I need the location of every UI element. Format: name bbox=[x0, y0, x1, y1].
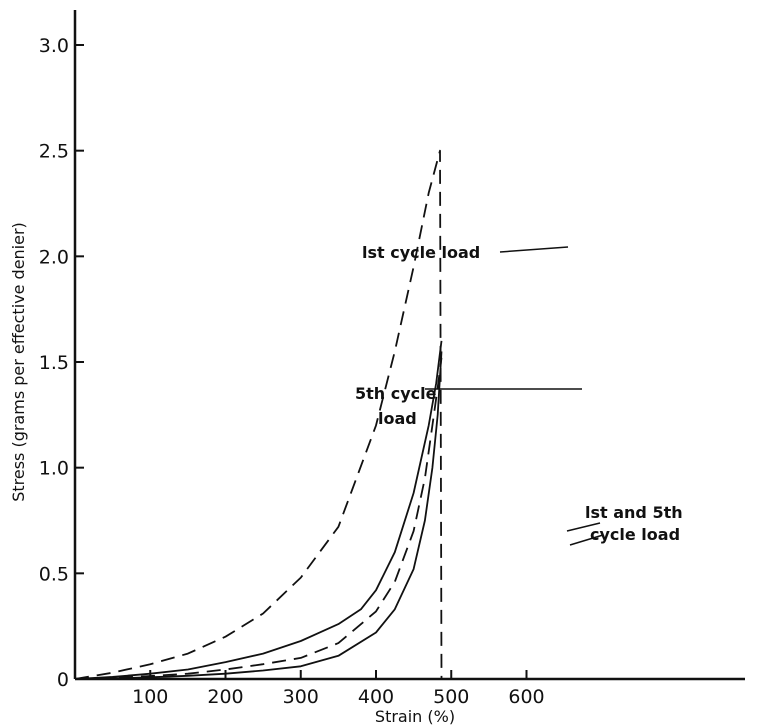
y-tick-label: 2.5 bbox=[39, 141, 69, 163]
leader-line bbox=[569, 534, 604, 546]
axes: 0 0.5 1.0 1.5 2.0 2.5 3.0 100 200 300 400 500 600 bbox=[39, 10, 745, 708]
annotation-layer: lst cycle load 5th cycle load lst and 5th cy… bbox=[355, 243, 683, 546]
x-tick-label: 400 bbox=[358, 686, 394, 708]
y-tick-label: 0 bbox=[57, 669, 69, 691]
series-1st-and-5th-unload-dashed bbox=[74, 357, 443, 680]
y-tick-label: 2.0 bbox=[39, 246, 69, 268]
x-tick-label: 200 bbox=[207, 686, 243, 708]
series-5th-cycle-load bbox=[74, 340, 443, 680]
leader-line bbox=[566, 522, 601, 532]
x-tick-label: 100 bbox=[132, 686, 168, 708]
x-tick-label: 300 bbox=[283, 686, 319, 708]
y-tick-label: 1.5 bbox=[39, 352, 69, 374]
annotation-5th-cycle-load: load bbox=[378, 409, 417, 428]
annotation-1st-and-5th-cycle-load: lst and 5th bbox=[585, 503, 683, 522]
x-tick-label: 600 bbox=[508, 686, 544, 708]
x-axis-label: Strain (%) bbox=[375, 707, 455, 726]
y-axis-label: Stress (grams per effective denier) bbox=[9, 222, 28, 502]
series-layer bbox=[74, 149, 443, 680]
series-1st-and-5th-unload-solid bbox=[74, 351, 443, 680]
leader-line bbox=[499, 246, 569, 253]
y-tick-label: 1.0 bbox=[39, 458, 69, 480]
y-tick-label: 3.0 bbox=[39, 35, 69, 57]
annotation-1st-cycle-load: lst cycle load bbox=[362, 243, 480, 262]
series-1st-cycle-load bbox=[74, 149, 443, 680]
annotation-5th-cycle-load: 5th cycle bbox=[355, 384, 437, 403]
annotation-1st-and-5th-cycle-load: cycle load bbox=[590, 525, 680, 544]
x-tick-label: 500 bbox=[433, 686, 469, 708]
y-tick-label: 0.5 bbox=[39, 563, 69, 585]
